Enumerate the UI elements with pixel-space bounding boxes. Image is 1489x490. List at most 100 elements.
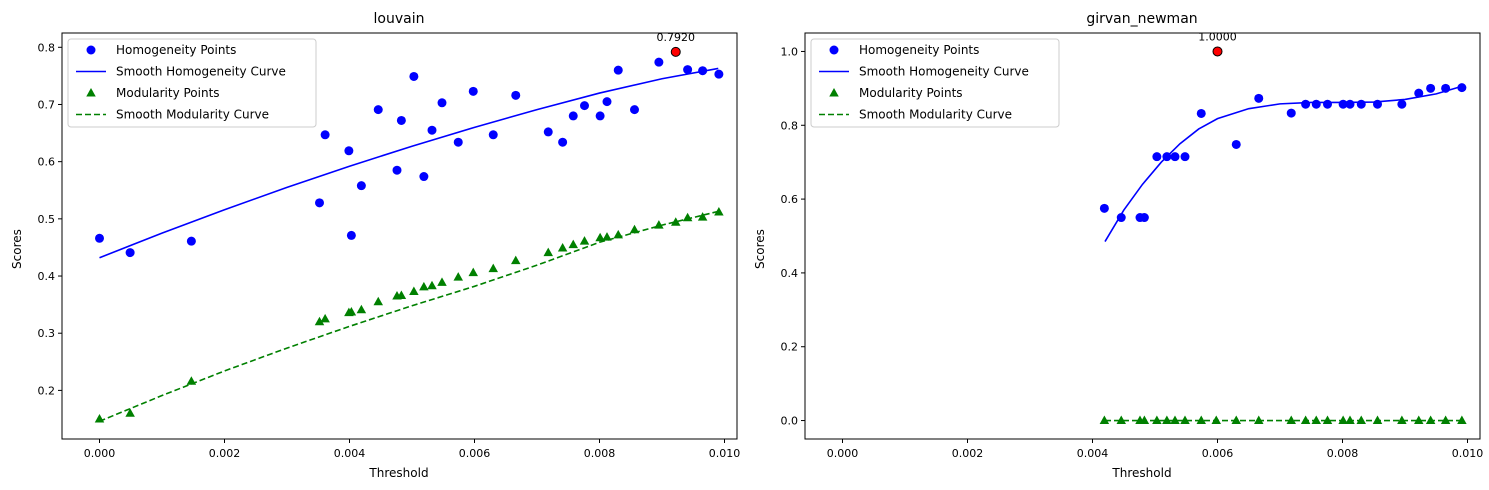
homogeneity-point bbox=[427, 125, 437, 135]
best-score-point bbox=[1212, 46, 1223, 57]
modularity-point bbox=[1211, 415, 1221, 425]
modularity-point bbox=[1286, 415, 1296, 425]
axes-frame bbox=[61, 32, 738, 440]
homogeneity-point bbox=[1441, 83, 1451, 93]
legend-label: Homogeneity Points bbox=[859, 43, 979, 57]
homogeneity-point bbox=[511, 90, 521, 100]
axes-frame bbox=[804, 32, 1481, 440]
homogeneity-point bbox=[1170, 152, 1180, 162]
homogeneity-point bbox=[1162, 152, 1172, 162]
modularity-point bbox=[1425, 415, 1436, 425]
homogeneity-point bbox=[356, 181, 366, 191]
modularity-point bbox=[714, 206, 724, 216]
legend-item: Smooth Modularity Curve bbox=[819, 108, 1012, 122]
modularity-point bbox=[1196, 415, 1206, 425]
modularity-point bbox=[543, 247, 553, 257]
legend-item: Homogeneity Points bbox=[86, 43, 236, 57]
y-tick-label: 0.7 bbox=[38, 98, 56, 111]
homogeneity-point bbox=[1457, 83, 1467, 93]
modularity-point bbox=[396, 290, 407, 299]
modularity-point bbox=[595, 232, 605, 242]
homogeneity-point bbox=[468, 86, 478, 96]
modularity-point bbox=[602, 232, 612, 241]
modularity-point bbox=[314, 316, 325, 326]
homogeneity-point bbox=[396, 115, 406, 125]
x-tick-label: 0.002 bbox=[952, 447, 984, 460]
legend-marker-swatch bbox=[86, 45, 96, 55]
modularity-point bbox=[427, 280, 437, 290]
x-tick-label: 0.000 bbox=[827, 447, 859, 460]
legend-label: Modularity Points bbox=[116, 86, 220, 100]
modularity-point bbox=[1397, 415, 1407, 425]
x-axis-label: Threshold bbox=[1111, 466, 1171, 480]
homogeneity-point bbox=[315, 198, 324, 208]
homogeneity-point bbox=[630, 105, 639, 115]
best-score-point bbox=[670, 46, 681, 57]
homogeneity-point bbox=[543, 127, 553, 137]
y-tick-label: 0.2 bbox=[38, 384, 56, 397]
homogeneity-point bbox=[1152, 152, 1162, 162]
modularity-point bbox=[453, 272, 463, 281]
homogeneity-point bbox=[1099, 203, 1109, 213]
y-tick-label: 1.0 bbox=[781, 45, 799, 58]
y-tick-label: 0.6 bbox=[781, 193, 799, 206]
smooth-homogeneity-curve-line bbox=[1104, 85, 1462, 242]
homogeneity-point bbox=[392, 165, 402, 175]
modularity-point bbox=[629, 224, 640, 234]
homogeneity-point bbox=[1196, 108, 1206, 118]
modularity-point bbox=[1338, 415, 1348, 425]
modularity-point bbox=[468, 267, 478, 277]
modularity-point bbox=[697, 212, 708, 221]
modularity-point bbox=[437, 277, 447, 286]
modularity-point bbox=[320, 313, 330, 323]
legend-label: Smooth Homogeneity Curve bbox=[116, 65, 286, 79]
x-tick-label: 0.010 bbox=[1452, 447, 1484, 460]
chart-title: louvain bbox=[374, 11, 425, 27]
homogeneity-point bbox=[186, 236, 196, 246]
x-tick-label: 0.006 bbox=[459, 447, 491, 460]
homogeneity-point bbox=[1231, 139, 1241, 149]
modularity-point bbox=[1372, 415, 1383, 425]
homogeneity-point bbox=[1323, 99, 1332, 109]
homogeneity-point bbox=[1311, 99, 1321, 109]
homogeneity-point bbox=[125, 248, 135, 258]
y-axis-label: Scores bbox=[753, 229, 767, 269]
x-tick-label: 0.004 bbox=[334, 447, 366, 460]
homogeneity-point bbox=[419, 172, 429, 182]
louvain-chart-panel: louvain 0.000 0.002 0.004 0.006 0.008 0.0100.… bbox=[10, 11, 740, 480]
legend-box bbox=[67, 38, 317, 128]
homogeneity-point bbox=[558, 137, 568, 147]
modularity-point bbox=[1116, 415, 1126, 425]
y-axis-label: Scores bbox=[10, 229, 24, 269]
y-tick-label: 0.8 bbox=[38, 41, 56, 54]
homogeneity-point bbox=[320, 130, 330, 140]
modularity-point bbox=[1152, 415, 1162, 425]
modularity-point bbox=[682, 212, 693, 222]
modularity-point bbox=[1180, 415, 1190, 425]
homogeneity-point bbox=[1345, 99, 1355, 109]
x-axis-label: Threshold bbox=[368, 466, 428, 480]
homogeneity-point bbox=[409, 71, 419, 81]
homogeneity-point bbox=[373, 105, 383, 115]
y-tick-label: 0.4 bbox=[781, 267, 799, 280]
homogeneity-point bbox=[613, 65, 623, 75]
legend-label: Smooth Modularity Curve bbox=[116, 108, 269, 122]
legend-item: Smooth Homogeneity Curve bbox=[76, 65, 286, 79]
modularity-point bbox=[1414, 415, 1424, 425]
smooth-homogeneity-curve-line bbox=[99, 67, 719, 259]
x-tick-label: 0.006 bbox=[1202, 447, 1234, 460]
modularity-point bbox=[409, 286, 419, 295]
modularity-point bbox=[1440, 415, 1451, 425]
y-tick-label: 0.4 bbox=[38, 270, 56, 283]
legend-label: Modularity Points bbox=[859, 86, 963, 100]
y-tick-label: 0.0 bbox=[781, 415, 799, 428]
modularity-point bbox=[579, 236, 590, 245]
y-tick-label: 0.8 bbox=[781, 119, 799, 132]
legend: Homogeneity Points Smooth Homogeneity Cur… bbox=[67, 38, 317, 128]
modularity-point bbox=[568, 239, 578, 249]
plot-area: 0.000 0.002 0.004 0.006 0.008 0.010 0.0 0.2 0.4 0… bbox=[781, 30, 1484, 460]
modularity-point bbox=[419, 281, 429, 291]
modularity-point bbox=[557, 243, 568, 252]
modularity-point bbox=[1457, 415, 1467, 425]
y-tick-label: 0.3 bbox=[38, 327, 56, 340]
